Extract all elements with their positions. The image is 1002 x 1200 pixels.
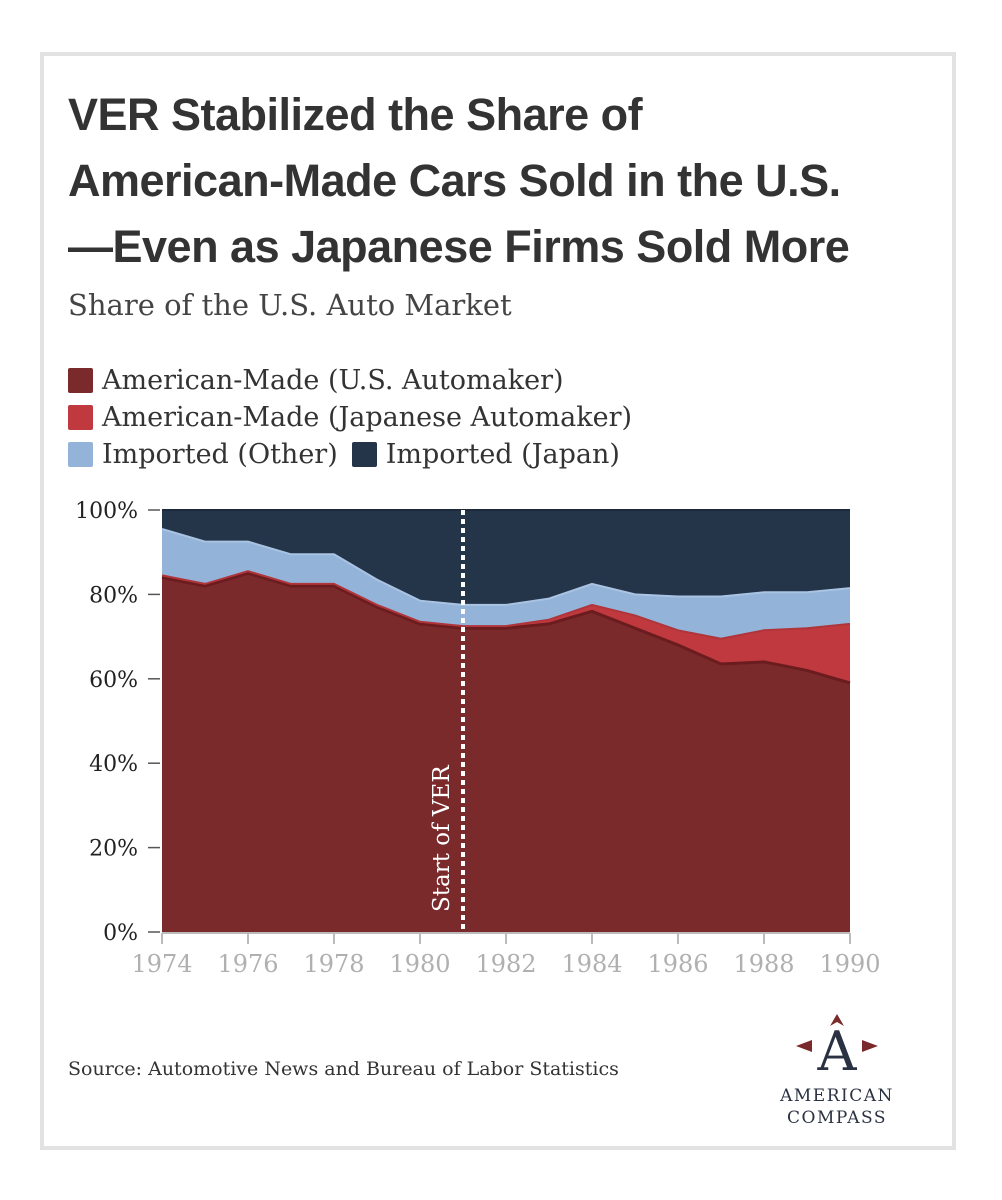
legend-item-us-automaker: American-Made (U.S. Automaker): [68, 365, 564, 396]
x-axis: 1974 1976 1978 1980 1982 1984 1986 1988 1990: [131, 932, 881, 978]
title-line-1: VER Stabilized the Share of: [68, 89, 643, 140]
y-tick-label-20: 20%: [89, 837, 138, 862]
x-tick-label-1990: 1990: [819, 950, 880, 978]
legend-item-imported-japan: Imported (Japan): [351, 439, 620, 470]
legend-swatch-imported-japan: [351, 442, 377, 467]
x-tick-label-1978: 1978: [303, 950, 364, 978]
ver-annotation: Start of VER: [429, 510, 465, 932]
y-tick-label-0: 0%: [103, 921, 138, 946]
title-line-3: —Even as Japanese Firms Sold More: [68, 221, 850, 272]
area-layers: [162, 510, 850, 932]
series-boundary-lines: [161, 509, 851, 685]
boundary-line-imported-other: [161, 528, 851, 606]
legend-item-imported-other: Imported (Other): [68, 439, 338, 470]
logo-line-2: COMPASS: [787, 1108, 887, 1128]
logo-line-1: AMERICAN: [780, 1086, 894, 1106]
x-tick-label-1980: 1980: [389, 950, 450, 978]
chart-card: VER Stabilized the Share of American-Mad…: [40, 52, 956, 1150]
x-tick-label-1984: 1984: [561, 950, 622, 978]
compass-a-icon: A: [796, 1014, 878, 1083]
y-tick-label-80: 80%: [89, 583, 138, 608]
legend-label-japanese-automaker: American-Made (Japanese Automaker): [102, 402, 633, 433]
legend-item-japanese-automaker: American-Made (Japanese Automaker): [68, 402, 632, 433]
x-tick-label-1974: 1974: [131, 950, 192, 978]
x-tick-label-1988: 1988: [733, 950, 794, 978]
legend-swatch-us-automaker: [68, 368, 93, 393]
y-axis: 0% 20% 40% 60% 80% 100%: [75, 499, 160, 946]
chart-title: VER Stabilized the Share of American-Mad…: [68, 82, 938, 280]
boundary-line-american-made-u-s-automaker: [161, 571, 851, 685]
legend: American-Made (U.S. Automaker) American-…: [68, 362, 646, 473]
area-american-made-u-s-automaker: [162, 573, 850, 932]
logo-mark: A: [817, 1020, 858, 1080]
chart-subtitle: Share of the U.S. Auto Market: [68, 288, 512, 322]
title-line-2: American-Made Cars Sold in the U.S.: [68, 155, 841, 206]
american-compass-logo: A AMERICAN COMPASS: [762, 1012, 912, 1129]
legend-label-imported-other: Imported (Other): [102, 439, 338, 470]
legend-label-us-automaker: American-Made (U.S. Automaker): [102, 365, 564, 396]
x-tick-label-1976: 1976: [217, 950, 278, 978]
area-imported-other: [162, 529, 850, 639]
ver-annotation-label: Start of VER: [429, 765, 455, 912]
y-tick-label-100: 100%: [75, 499, 138, 524]
boundary-line-american-made-japanese-automaker: [161, 570, 851, 640]
x-tick-label-1982: 1982: [475, 950, 536, 978]
legend-label-imported-japan: Imported (Japan): [385, 439, 620, 470]
area-imported-japan: [162, 510, 850, 605]
y-tick-label-60: 60%: [89, 668, 138, 693]
legend-swatch-imported-other: [68, 442, 93, 467]
x-tick-label-1986: 1986: [647, 950, 708, 978]
stacked-area-chart: Start of VER 0% 20% 40% 60% 80% 100% 1974 1976…: [75, 499, 881, 978]
y-tick-label-40: 40%: [89, 752, 138, 777]
source-note: Source: Automotive News and Bureau of La…: [68, 1058, 619, 1080]
legend-swatch-japanese-automaker: [68, 405, 93, 430]
